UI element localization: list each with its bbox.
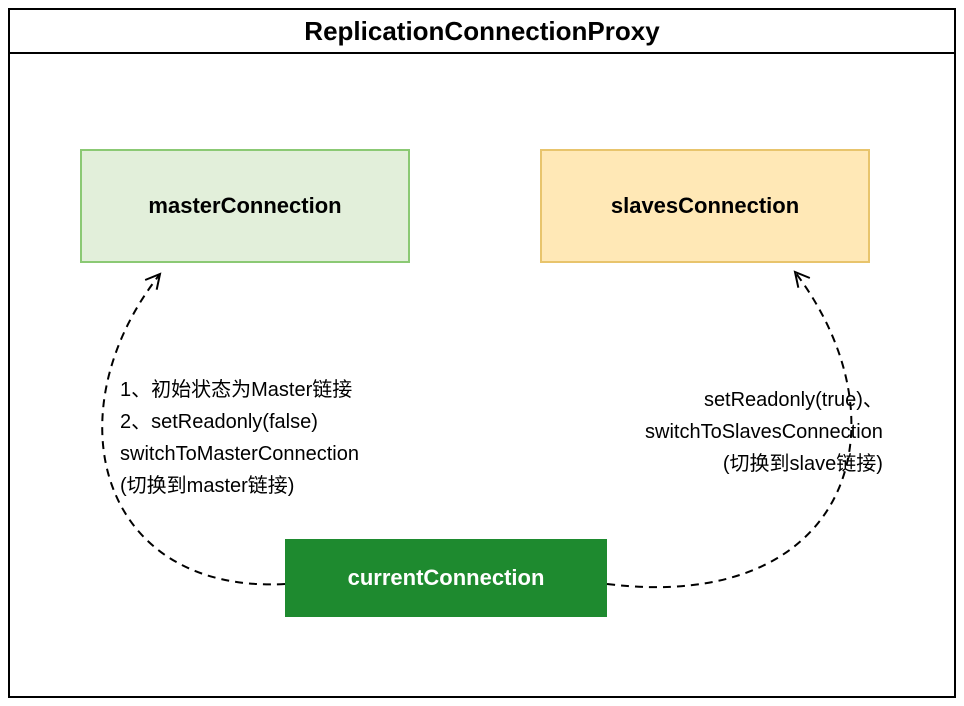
diagram-canvas: masterConnection slavesConnection curren… — [10, 54, 954, 696]
node-master-label: masterConnection — [148, 193, 341, 219]
node-master-connection: masterConnection — [80, 149, 410, 263]
edge-label-to-slaves: setReadonly(true)、 switchToSlavesConnect… — [645, 384, 883, 480]
edge-label-line: 1、初始状态为Master链接 — [120, 374, 359, 406]
edge-label-line: switchToMasterConnection — [120, 438, 359, 470]
diagram-title: ReplicationConnectionProxy — [304, 16, 659, 47]
diagram-frame: ReplicationConnectionProxy masterConnect… — [8, 8, 956, 698]
node-slaves-connection: slavesConnection — [540, 149, 870, 263]
node-current-label: currentConnection — [348, 565, 545, 591]
node-current-connection: currentConnection — [285, 539, 607, 617]
node-slaves-label: slavesConnection — [611, 193, 799, 219]
title-bar: ReplicationConnectionProxy — [10, 10, 954, 54]
edge-label-line: (切换到master链接) — [120, 470, 359, 502]
edge-label-line: (切换到slave链接) — [645, 448, 883, 480]
edge-label-to-master: 1、初始状态为Master链接 2、setReadonly(false) swi… — [120, 374, 359, 502]
edge-label-line: switchToSlavesConnection — [645, 416, 883, 448]
edge-label-line: 2、setReadonly(false) — [120, 406, 359, 438]
edge-label-line: setReadonly(true)、 — [645, 384, 883, 416]
